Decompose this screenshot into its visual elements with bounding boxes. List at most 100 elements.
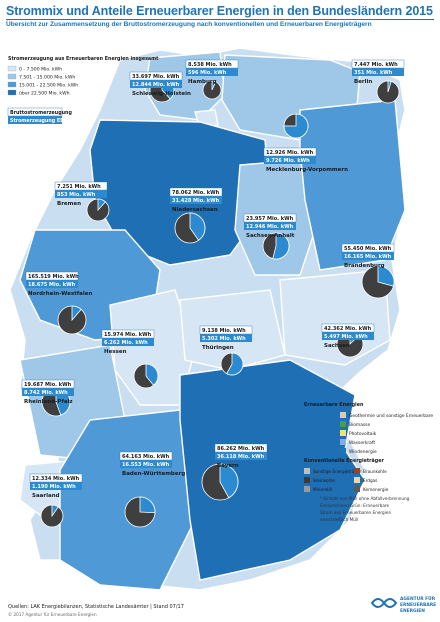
legend-conv-swatch-2 (354, 468, 360, 474)
state-name-8: Brandenburg (344, 263, 385, 269)
legend-conv-item-3: Steinkohle (313, 478, 335, 483)
total-label-15: 64.163 Mio. kWh (122, 454, 170, 460)
ee-box-15 (120, 460, 172, 468)
note-4: einschließlich Müll (320, 517, 358, 522)
page-subtitle: Übersicht zur Zusammensetzung der Brutto… (6, 21, 372, 28)
ee-label-5: 853 Mio. kWh (57, 192, 96, 198)
source-note: Quellen: LAK Energiebilanzen, Statistisc… (8, 604, 184, 610)
legend-conv-swatch-3 (304, 477, 310, 483)
pie-ee-16 (219, 463, 239, 499)
total-label-3: 7.447 Mio. kWh (354, 62, 398, 68)
pie-ee-10 (145, 363, 159, 386)
logo-text-3: ENERGIEN (400, 608, 425, 614)
ee-label-4: 9.726 Mio. kWh (266, 158, 310, 164)
page-title: Strommix und Anteile Erneuerbarer Energi… (6, 4, 433, 18)
total-label-7: 23.957 Mio. kWh (246, 216, 294, 222)
state-name-13: Rheinland-Pfalz (24, 399, 73, 405)
total-label-14: 12.334 Mio. kWh (32, 476, 80, 482)
state-name-2: Hamburg (188, 79, 217, 85)
legend-class-2: 7.501 - 15.000 Mio. kWh (19, 75, 75, 81)
pie-ee-15 (139, 496, 156, 514)
total-label-10: 15.974 Mio. kWh (104, 332, 152, 338)
legend-ee-item-2: Biomasse (349, 422, 370, 428)
legend-ee-swatch-1 (340, 412, 346, 418)
legend-ee-title: Erneuerbare Energien (304, 402, 364, 408)
pie-ee-4 (283, 113, 309, 139)
total-label-9: 165.519 Mio. kWh (28, 274, 79, 280)
ee-box-14 (30, 482, 82, 490)
ee-label-7: 12.946 Mio. kWh (246, 224, 294, 230)
legend-swatch-1 (7, 65, 17, 72)
state-name-1: Schleswig-Holstein (132, 91, 191, 97)
pie-ee-7 (272, 232, 290, 260)
logo-text-1: AGENTUR FÜR (400, 595, 436, 602)
state-name-11: Thüringen (202, 345, 234, 351)
logo-text-2: ERNEUERBARE (400, 602, 436, 608)
legend-swatch-3 (7, 81, 17, 88)
legend-swatch-4 (7, 89, 17, 96)
legend-conv-item-5: Mineralöl (313, 487, 332, 492)
ee-label-8: 16.165 Mio. kWh (344, 254, 392, 260)
pie-ee-2 (211, 80, 217, 91)
state-name-14: Saarland (32, 493, 60, 499)
legend-conv-title: Konventionelle Energieträger (304, 458, 384, 464)
total-label-2: 8.538 Mio. kWh (188, 62, 232, 68)
note-3: Strom aus Erneuerbaren Energien (320, 510, 391, 515)
legend-conv-swatch-6 (354, 486, 360, 492)
legend-ee-swatch-4 (340, 439, 346, 445)
ee-box-6 (170, 196, 222, 204)
note-1: * Einsatz von Müll ohne Abfallverbrennun… (320, 496, 410, 501)
state-name-3: Berlin (354, 79, 372, 85)
total-label-16: 86.262 Mio. kWh (217, 446, 265, 452)
ee-label-14: 1.190 Mio. kWh (32, 484, 76, 490)
pie-ee-5 (97, 198, 106, 212)
note-2: Entsprechend Grün: Erneuerbare (320, 503, 390, 508)
legend-class-4: über 22.500 Mio. kWh (19, 91, 70, 97)
ee-box-2 (186, 68, 238, 76)
legend-class-1: 0 - 7.500 Mio. kWh (19, 67, 62, 73)
ee-box-10 (102, 338, 154, 346)
ee-label-13: 8.742 Mio. kWh (24, 390, 68, 396)
pie-ee-14 (51, 504, 59, 518)
state-name-16: Bayern (217, 463, 239, 469)
copyright: © 2017 Agentur für Erneuerbare Energien (8, 612, 97, 617)
legend-class-3: 15.001 - 22.500 Mio. kWh (19, 83, 78, 89)
state-name-15: Baden-Württemberg (122, 471, 185, 477)
total-label-6: 78.062 Mio. kWh (172, 190, 220, 196)
total-label-1: 33.697 Mio. kWh (132, 74, 180, 80)
legend-ee-item-1: Geothermie und sonstige Erneuerbare (349, 413, 433, 419)
pie-ee-3 (387, 80, 392, 93)
logo-icon (370, 598, 398, 608)
title-divider (6, 19, 434, 20)
legend-conv-swatch-4 (354, 477, 360, 483)
legend-ee-label: Stromerzeugung EE (10, 118, 63, 124)
legend-ee-item-4: Wasserkraft (349, 440, 375, 446)
ee-box-9 (26, 280, 78, 288)
ee-box-3 (352, 68, 404, 76)
ee-box-11 (200, 334, 252, 342)
state-name-12: Sachsen (324, 343, 350, 349)
legend-total-label: Bruttostromerzeugung (10, 110, 72, 116)
total-label-11: 9.138 Mio. kWh (202, 328, 246, 334)
legend-ee-swatch-5 (340, 448, 346, 454)
legend-ee-swatch-3 (340, 430, 346, 436)
legend-conv-item-4: Erdgas (363, 478, 377, 483)
legend-conv-item-1: Sonstige Energieträger (313, 469, 362, 474)
state-name-10: Hessen (104, 349, 127, 355)
total-label-5: 7.251 Mio. kWh (57, 184, 101, 190)
legend-ee-box (8, 116, 62, 124)
state-region-16 (179, 359, 366, 581)
ee-box-8 (342, 252, 394, 260)
state-name-7: Sachsen-Anhalt (246, 233, 295, 239)
ee-label-6: 31.428 Mio. kWh (172, 198, 220, 204)
ee-box-12 (322, 332, 374, 340)
ee-label-15: 16.553 Mio. kWh (122, 462, 170, 468)
total-label-13: 19.687 Mio. kWh (24, 382, 72, 388)
ee-box-5 (55, 190, 107, 198)
legend-ee-item-5: Windenergie (349, 449, 377, 455)
ee-box-13 (22, 388, 74, 396)
pie-ee-6 (189, 212, 206, 241)
legend-conv-item-2: Braunkohle (363, 469, 387, 474)
